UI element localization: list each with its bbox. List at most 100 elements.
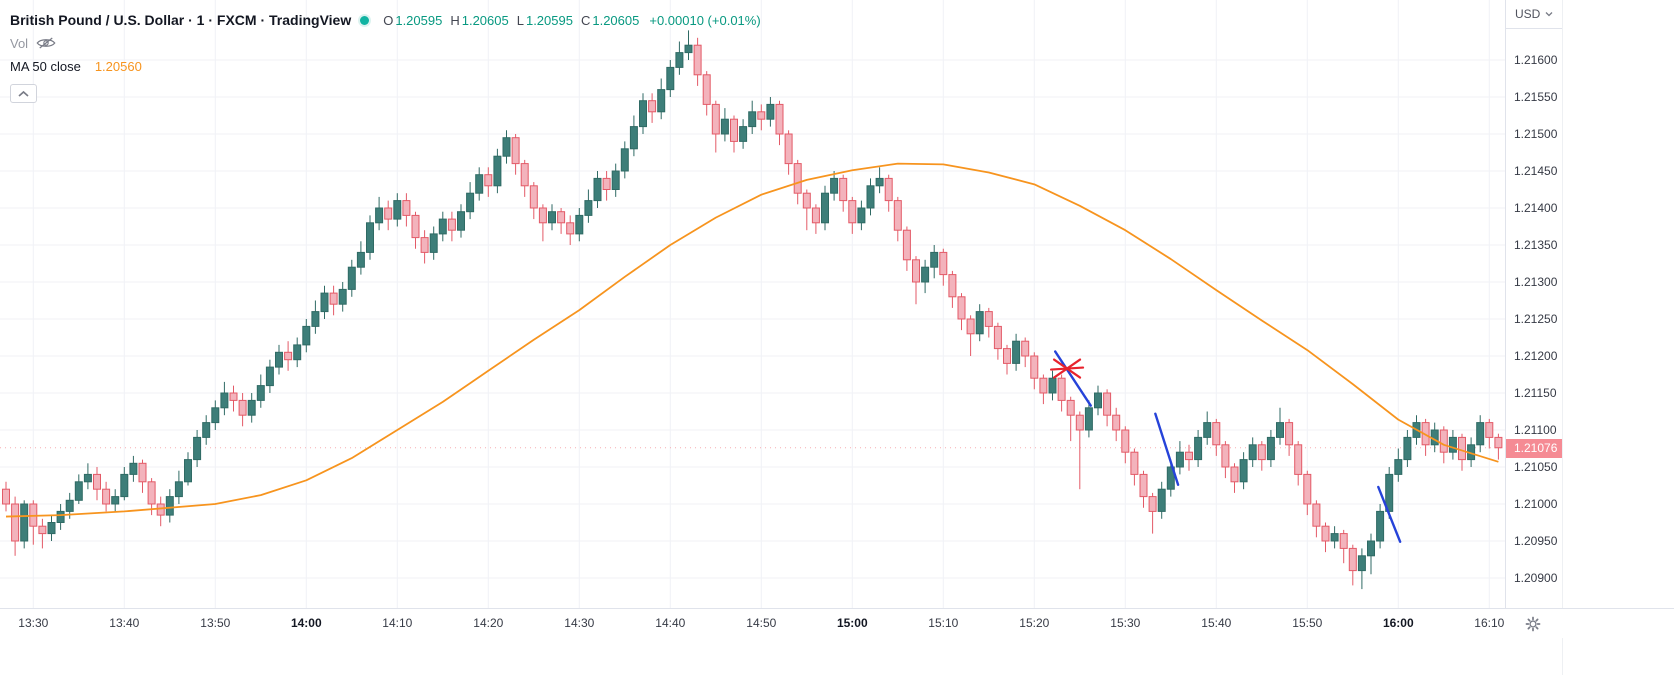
price-axis-label: 1.20900	[1514, 571, 1558, 585]
time-label: 13:50	[200, 616, 231, 630]
candle-body	[921, 266, 930, 283]
candle-body	[902, 229, 911, 261]
candle-body	[238, 399, 247, 416]
candle-body	[165, 496, 174, 516]
candle-body	[1321, 525, 1330, 542]
candle-body	[275, 351, 283, 368]
candle-body	[193, 436, 202, 461]
candle-body	[930, 251, 939, 268]
candle-body	[1367, 540, 1375, 557]
high-label: H	[450, 12, 460, 28]
candle-body	[502, 137, 511, 157]
price-axis-currency-header[interactable]: USD	[1506, 0, 1562, 29]
legend-collapse-button[interactable]	[10, 84, 37, 103]
candle-body	[912, 259, 920, 283]
price-axis[interactable]: USD 1.21600 1.21550 1.21500 1.21450 1.21400 1…	[1505, 0, 1563, 608]
candle-body	[229, 392, 238, 401]
candle-body	[211, 407, 220, 424]
candle-body	[575, 214, 584, 235]
candle-body	[247, 399, 256, 416]
price-axis-label: 1.21300	[1514, 275, 1558, 289]
candle-body	[265, 366, 274, 387]
candle-body	[1285, 422, 1294, 446]
price-axis-label: 1.21550	[1514, 90, 1558, 104]
time-label: 16:10	[1474, 616, 1505, 630]
candle-body	[56, 510, 65, 523]
last-price-tag: 1.21076	[1506, 438, 1563, 458]
candle-body	[739, 126, 748, 142]
candle-body	[1030, 355, 1039, 379]
candle-body	[174, 481, 183, 498]
price-axis-label: 1.21200	[1514, 349, 1558, 363]
chart-legend: British Pound / U.S. Dollar · 1 · FXCM ·…	[10, 8, 761, 103]
candle-body	[320, 292, 329, 313]
candle-body	[784, 133, 793, 165]
candle-body	[720, 118, 729, 135]
cross-drawing[interactable]	[1049, 366, 1085, 371]
candle-body	[766, 103, 775, 120]
price-axis-label: 1.21500	[1514, 127, 1558, 141]
candle-body	[20, 503, 29, 542]
candle-body	[420, 237, 429, 253]
candle-body	[984, 311, 993, 327]
time-label: 16:00	[1382, 616, 1414, 630]
right-side-strip	[1562, 0, 1674, 675]
time-label: 15:10	[928, 616, 959, 630]
visibility-off-icon[interactable]	[36, 36, 56, 50]
open-pair: O 1.20595	[383, 13, 442, 28]
change-value: +0.00010 (+0.01%)	[649, 12, 761, 28]
close-pair: C 1.20605	[581, 13, 639, 28]
volume-legend-row: Vol	[10, 32, 761, 54]
candle-body	[629, 126, 638, 150]
candle-body	[1248, 444, 1257, 461]
time-label: 14:30	[564, 616, 595, 630]
time-label: 14:00	[290, 616, 322, 630]
candle-body	[1357, 555, 1366, 572]
time-label: 14:50	[746, 616, 777, 630]
candle-body	[1212, 422, 1221, 446]
trendline-drawing[interactable]	[1054, 350, 1092, 407]
candle-body	[757, 111, 766, 120]
time-label: 13:40	[109, 616, 140, 630]
candle-body	[1448, 436, 1457, 453]
candle-body	[1303, 473, 1312, 505]
candle-body	[702, 74, 711, 105]
close-value: 1.20605	[592, 12, 640, 28]
candle-body	[1294, 444, 1303, 475]
time-label: 14:10	[382, 616, 413, 630]
candle-body	[202, 422, 211, 438]
candle-body	[548, 211, 556, 224]
candle-body	[1084, 407, 1093, 431]
candle-body	[447, 218, 456, 231]
candle-body	[1012, 340, 1021, 364]
price-axis-label: 1.21100	[1514, 423, 1557, 437]
time-axis[interactable]: 13:30 13:40 13:50 14:00 14:10 14:20 14:30 14:40…	[0, 608, 1505, 639]
open-value: 1.20595	[395, 12, 443, 28]
candle-body	[730, 118, 738, 142]
candle-body	[366, 222, 374, 253]
chart-pane[interactable]	[0, 0, 1505, 608]
ohlc-values: O 1.20595 H 1.20605 L 1.20595 C 1.20605 +0.0…	[383, 13, 760, 28]
candle-body	[147, 481, 156, 505]
candle-body	[1203, 422, 1212, 438]
ma50-line[interactable]	[5, 162, 1499, 518]
candle-body	[1139, 473, 1148, 498]
candle-body	[1439, 429, 1448, 453]
candle-body	[475, 174, 484, 194]
trendline-drawing[interactable]	[1377, 485, 1402, 543]
candle-body	[775, 103, 784, 135]
candle-body	[848, 200, 857, 224]
candle-body	[38, 525, 47, 535]
symbol-title[interactable]: British Pound / U.S. Dollar · 1 · FXCM ·…	[10, 12, 352, 28]
candle-body	[648, 100, 657, 113]
trendline-drawing[interactable]	[1154, 412, 1180, 486]
candle-body	[1075, 414, 1084, 431]
candle-body	[611, 170, 620, 190]
candle-body	[438, 218, 447, 235]
gear-icon[interactable]	[1525, 616, 1541, 632]
time-label: 15:40	[1201, 616, 1232, 630]
candle-body	[993, 325, 1002, 350]
price-axis-label: 1.20950	[1514, 534, 1558, 548]
ma-legend-row[interactable]: MA 50 close 1.20560	[10, 54, 761, 78]
